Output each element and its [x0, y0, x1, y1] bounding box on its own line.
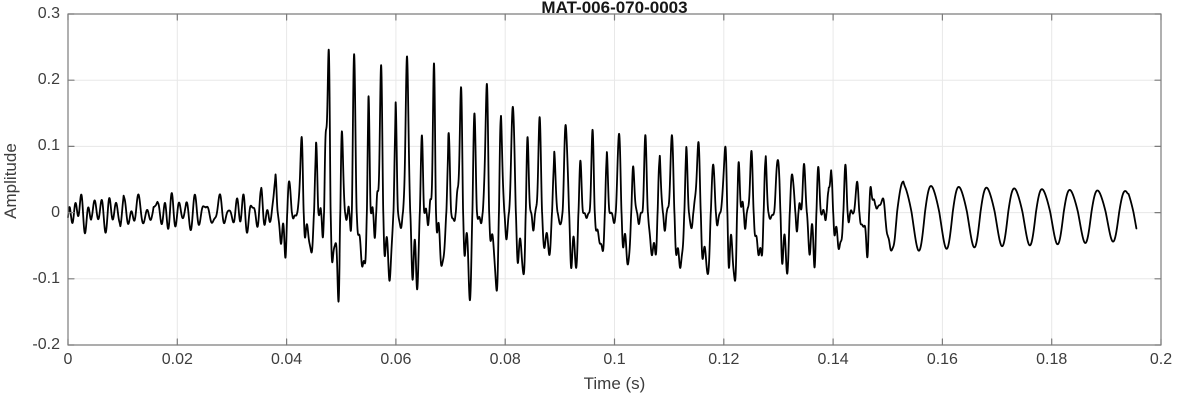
y-axis-label: Amplitude	[1, 143, 20, 219]
x-axis-label: Time (s)	[583, 374, 646, 393]
plot-title: MAT-006-070-0003	[541, 0, 688, 17]
